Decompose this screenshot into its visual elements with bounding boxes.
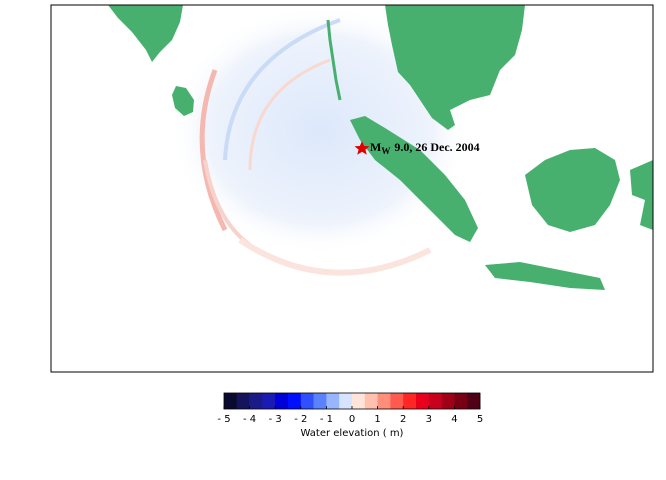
colorbar-tick-label: 4 [451, 414, 457, 425]
colorbar-segment [364, 393, 378, 409]
colorbar-segment [403, 393, 417, 409]
colorbar-tick-label: - 5 [217, 414, 230, 425]
sri-lanka [172, 86, 194, 116]
borneo [525, 148, 620, 232]
colorbar-segment [441, 393, 455, 409]
map-frame [50, 4, 654, 373]
colorbar-segment [224, 393, 238, 409]
colorbar-tick-label: - 1 [320, 414, 333, 425]
colorbar-tick-label: 1 [374, 414, 380, 425]
colorbar-segment [454, 393, 468, 409]
sumatra [350, 116, 478, 242]
colorbar-tick-label: - 4 [243, 414, 256, 425]
colorbar-segment [300, 393, 314, 409]
colorbar-segment [236, 393, 250, 409]
wave-front [199, 69, 228, 232]
annotation-text: 9.0, 26 Dec. 2004 [394, 140, 479, 154]
annotation: MW 9.0, 26 Dec. 2004 [370, 140, 480, 156]
colorbar-tick-label: 2 [400, 414, 406, 425]
colorbar-segment [288, 393, 302, 409]
annotation-main: M [370, 140, 381, 154]
mainland-asia [385, 5, 525, 130]
colorbar-tick-label: - 2 [294, 414, 307, 425]
colorbar-segment [467, 393, 481, 409]
epicenter-star [354, 141, 370, 155]
wave-field [170, 5, 470, 255]
colorbar-tick-label: - 3 [269, 414, 282, 425]
colorbar-tick-label: 0 [349, 414, 355, 425]
java [485, 262, 605, 290]
wave-front [223, 18, 341, 161]
colorbar-segment [352, 393, 366, 409]
colorbar-tick-label: 5 [477, 414, 483, 425]
colorbar-segment [313, 393, 327, 409]
islands [326, 19, 342, 101]
colorbar-segment [249, 393, 263, 409]
wave-front [248, 58, 331, 171]
india [108, 5, 183, 62]
colorbar-segment [262, 393, 276, 409]
colorbar-segment [339, 393, 353, 409]
colorbar-segment [326, 393, 340, 409]
colorbar-label: Water elevation ( m) [301, 428, 404, 439]
colorbar-tick-label: 3 [426, 414, 432, 425]
wave-front [238, 237, 432, 276]
map-area [108, 5, 653, 290]
colorbar-segment [275, 393, 289, 409]
sulawesi [630, 160, 653, 230]
colorbar-segment [377, 393, 391, 409]
colorbar: - 5 - 4 - 3 - 2 - 1 0 1 2 3 4 5 [217, 392, 483, 425]
colorbar-segment [390, 393, 404, 409]
colorbar-segment [428, 393, 442, 409]
annotation-subscript: W [381, 146, 390, 156]
colorbar-segment [416, 393, 430, 409]
